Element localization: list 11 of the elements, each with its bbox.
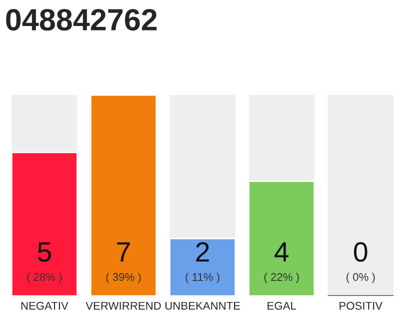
data-label: 7 ( 39% ) bbox=[106, 242, 141, 284]
chart-title: 048842762 bbox=[6, 8, 157, 31]
data-label: 0 ( 0% ) bbox=[346, 242, 375, 284]
x-tick-label: UNBEKANNTE bbox=[165, 302, 240, 310]
x-tick-label: EGAL bbox=[268, 302, 296, 310]
data-label: 2 ( 11% ) bbox=[186, 242, 220, 284]
x-tick-label: VERWIRREND bbox=[86, 302, 161, 310]
x-tick-label: NEGATIV bbox=[21, 302, 68, 310]
x-tick-label: POSITIV bbox=[340, 302, 383, 310]
data-label: 4 ( 22% ) bbox=[264, 242, 299, 284]
data-label: 5 ( 28% ) bbox=[27, 242, 62, 284]
